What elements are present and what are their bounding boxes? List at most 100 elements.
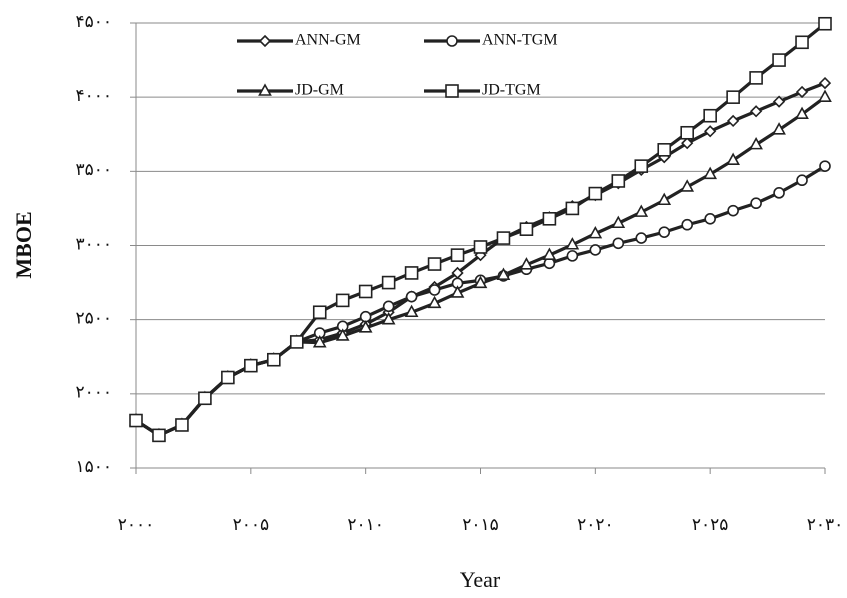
marker (612, 237, 625, 250)
marker (589, 244, 602, 256)
marker (681, 218, 694, 231)
x-tick-label: ۲۰۳۰ (807, 515, 844, 534)
marker (611, 215, 626, 229)
marker (795, 85, 809, 99)
marker (258, 34, 272, 48)
marker (726, 90, 740, 104)
marker (750, 197, 762, 210)
y-tick-label: ۳۵۰۰ (75, 160, 112, 179)
marker (657, 143, 672, 157)
y-tick-label: ۲۵۰۰ (75, 309, 112, 328)
marker (796, 174, 808, 187)
marker (818, 89, 832, 102)
marker (152, 428, 166, 443)
x-tick-label: ۲۰۱۵ (462, 515, 499, 534)
marker (244, 358, 258, 373)
x-axis-title: Year (460, 567, 501, 592)
legend-label: JD-TGM (482, 82, 541, 99)
marker (446, 35, 458, 47)
y-tick-label: ۳۰۰۰ (75, 234, 112, 253)
marker (404, 266, 419, 280)
marker (681, 137, 694, 150)
y-tick-label: ۲۰۰۰ (75, 383, 112, 402)
x-tick-label: ۲۰۰۵ (233, 515, 270, 534)
marker (335, 293, 350, 308)
marker (772, 122, 786, 135)
marker (496, 267, 511, 280)
marker (772, 95, 786, 108)
marker (704, 213, 716, 225)
y-tick-label: ۱۵۰۰ (75, 457, 112, 476)
marker (312, 334, 327, 348)
marker (749, 136, 763, 150)
legend-label: JD-GM (295, 82, 344, 99)
marker (427, 295, 442, 309)
marker (381, 275, 396, 290)
marker (819, 160, 831, 172)
marker (566, 250, 579, 262)
series-line (135, 164, 826, 438)
marker (358, 284, 373, 299)
legend-item: ANN-GM (237, 32, 361, 49)
marker (726, 152, 740, 166)
marker (450, 248, 465, 262)
marker (266, 352, 281, 367)
marker (175, 418, 189, 432)
x-tick-label: ۲۰۲۵ (692, 515, 729, 534)
marker (405, 290, 418, 303)
marker (496, 231, 511, 245)
series-line (135, 22, 827, 438)
legend-item: JD-GM (237, 82, 344, 99)
marker (221, 370, 235, 385)
legend-item: ANN-TGM (424, 32, 558, 49)
marker (404, 304, 419, 318)
marker (818, 16, 832, 31)
marker (445, 84, 459, 98)
marker (198, 391, 212, 406)
marker (565, 237, 580, 250)
marker (635, 232, 648, 244)
marker (428, 284, 441, 296)
marker (450, 285, 465, 298)
y-tick-label: ۴۵۰۰ (75, 12, 112, 31)
marker (335, 328, 350, 341)
marker (634, 204, 649, 217)
marker (382, 300, 395, 313)
marker (519, 222, 534, 236)
marker (704, 125, 717, 138)
marker (658, 226, 671, 238)
marker (703, 166, 718, 180)
marker (588, 225, 603, 239)
marker (749, 105, 763, 118)
series-line (135, 95, 826, 438)
marker (727, 114, 740, 128)
marker (795, 106, 809, 120)
marker (749, 71, 763, 85)
marker (795, 35, 809, 50)
x-tick-label: ۲۰۲۰ (577, 515, 614, 534)
marker (773, 187, 785, 199)
legend-label: ANN-GM (295, 32, 361, 49)
marker (611, 174, 626, 188)
marker (588, 186, 603, 201)
marker (565, 201, 580, 216)
y-tick-label: ۴۰۰۰ (75, 86, 112, 105)
marker (129, 413, 143, 428)
marker (542, 247, 557, 260)
marker (680, 125, 695, 140)
marker (818, 76, 832, 90)
x-tick-label: ۲۰۰۰ (118, 515, 155, 534)
marker (289, 335, 304, 349)
marker (473, 275, 488, 289)
marker (312, 305, 327, 320)
marker (258, 83, 272, 96)
marker (358, 320, 373, 333)
y-axis-title: MBOE (11, 211, 36, 278)
marker (703, 108, 717, 123)
marker (727, 204, 739, 217)
marker (634, 159, 649, 173)
marker (680, 179, 695, 192)
marker (427, 257, 442, 271)
